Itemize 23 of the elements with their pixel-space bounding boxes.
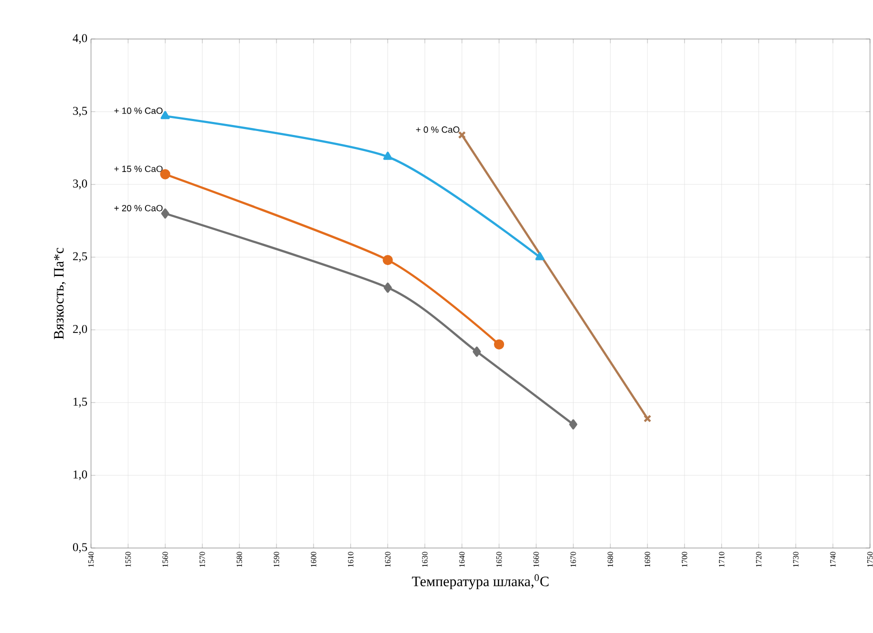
y-tick-label: 4,0 <box>72 34 88 44</box>
x-axis-title: Температура шлака,$^{0}$C <box>412 574 549 590</box>
series-label: + 0 % CaO <box>416 126 460 133</box>
y-tick-label: 3,0 <box>73 180 88 190</box>
y-axis-title: Вязкость, Па*с <box>54 248 66 340</box>
y-tick-label: 1,5 <box>74 398 88 408</box>
y-tick-label: 2,0 <box>73 324 88 335</box>
series-label: + 10 % CaO <box>114 108 163 114</box>
point <box>383 152 392 160</box>
series-label: + 20 % CaO <box>114 204 163 212</box>
point <box>160 110 170 120</box>
point <box>161 208 170 219</box>
point <box>535 252 544 260</box>
point <box>384 282 392 293</box>
y-tick-label: 0,5 <box>72 543 88 553</box>
y-tick-label: 1,0 <box>74 470 88 480</box>
point <box>472 346 481 357</box>
y-tick-label: 3,5 <box>73 106 88 117</box>
y-tick-label: 2,5 <box>73 252 88 262</box>
point <box>494 339 504 350</box>
point <box>382 254 393 266</box>
point <box>569 419 578 430</box>
series-label: + 15 % CaO <box>114 166 163 172</box>
